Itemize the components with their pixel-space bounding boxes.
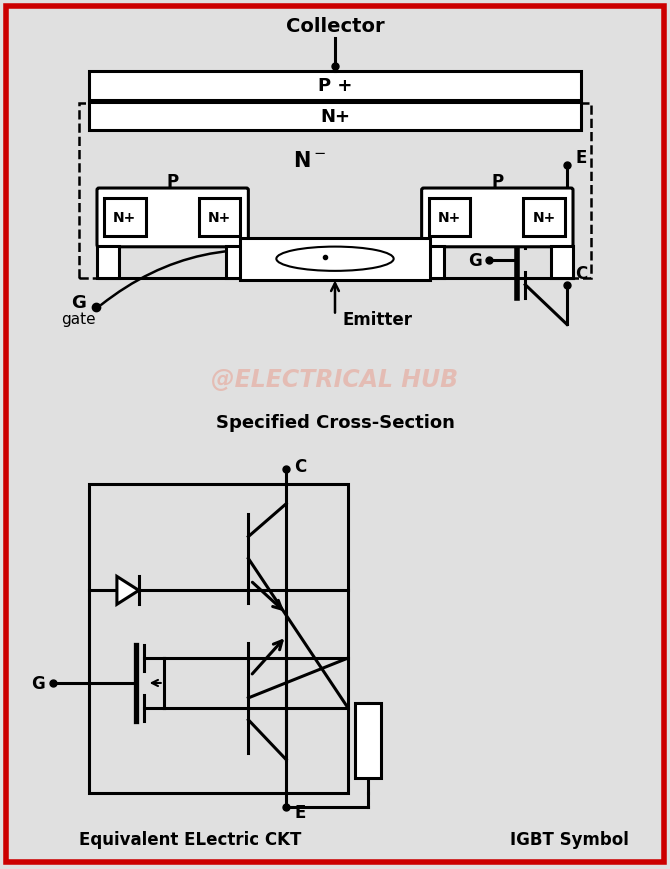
Text: N+: N+ (533, 210, 555, 225)
Text: Equivalent ELectric CKT: Equivalent ELectric CKT (80, 831, 302, 848)
Text: Specified Cross-Section: Specified Cross-Section (216, 414, 454, 432)
Text: N+: N+ (438, 210, 461, 225)
Text: IGBT Symbol: IGBT Symbol (510, 831, 628, 848)
Text: gate: gate (61, 312, 95, 327)
Text: E: E (294, 804, 306, 821)
Text: E: E (576, 149, 587, 167)
Bar (551, 247, 573, 278)
Text: N+: N+ (113, 210, 137, 225)
Text: Collector: Collector (285, 17, 385, 36)
Bar (226, 247, 249, 278)
Bar (241, 239, 429, 281)
Text: G: G (70, 293, 86, 311)
Bar (523, 199, 565, 236)
Text: G: G (468, 251, 482, 269)
FancyBboxPatch shape (97, 189, 249, 248)
Text: N+: N+ (320, 109, 350, 126)
Bar (355, 703, 381, 778)
Bar (89, 103, 581, 131)
Text: P: P (167, 173, 179, 191)
Polygon shape (117, 577, 139, 605)
Text: C: C (575, 264, 587, 282)
Text: P +: P + (318, 77, 352, 96)
Bar (89, 71, 581, 102)
Bar (89, 484, 348, 793)
Text: P: P (491, 173, 503, 191)
Bar (79, 104, 591, 278)
Text: N$^-$: N$^-$ (293, 151, 327, 171)
Text: G: G (31, 674, 45, 693)
Bar (104, 199, 146, 236)
Text: C: C (294, 457, 306, 475)
Bar (421, 247, 444, 278)
Bar (198, 199, 241, 236)
Text: N+: N+ (208, 210, 231, 225)
Text: @ELECTRICAL HUB: @ELECTRICAL HUB (212, 368, 458, 392)
Bar (429, 199, 470, 236)
FancyBboxPatch shape (421, 189, 573, 248)
Text: Emitter: Emitter (343, 311, 413, 329)
Bar (97, 247, 119, 278)
